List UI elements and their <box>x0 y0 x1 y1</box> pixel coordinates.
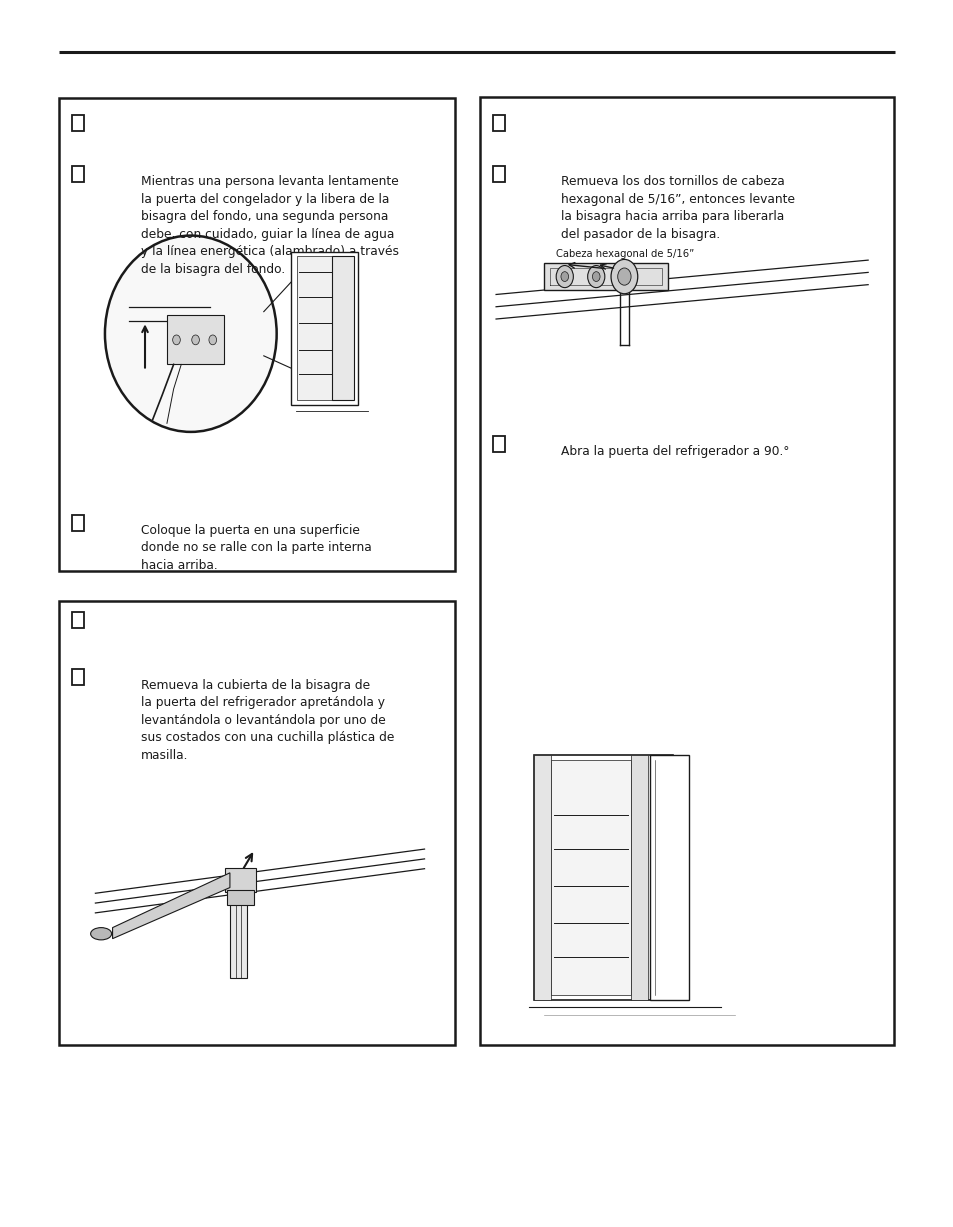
Bar <box>543 263 667 290</box>
Bar <box>59 601 455 1045</box>
Bar <box>650 755 688 1000</box>
Bar <box>225 867 255 892</box>
Polygon shape <box>112 872 230 939</box>
Bar <box>291 252 357 405</box>
Circle shape <box>610 259 637 293</box>
Bar <box>72 612 85 628</box>
Text: Coloque la puerta en una superficie
donde no se ralle con la parte interna
hacia: Coloque la puerta en una superficie dond… <box>141 524 372 572</box>
Bar <box>230 874 247 978</box>
Ellipse shape <box>91 928 112 940</box>
Circle shape <box>592 271 599 281</box>
Bar <box>479 97 893 1045</box>
Text: Remueva la cubierta de la bisagra de
la puerta del refrigerador apretándola y
le: Remueva la cubierta de la bisagra de la … <box>141 679 395 762</box>
Text: Abra la puerta del refrigerador a 90.°: Abra la puerta del refrigerador a 90.° <box>560 445 788 459</box>
Circle shape <box>618 267 631 285</box>
Text: Mientras una persona levanta lentamente
la puerta del congelador y la libera de : Mientras una persona levanta lentamente … <box>141 175 398 276</box>
Circle shape <box>192 335 199 345</box>
Ellipse shape <box>105 236 276 432</box>
Bar <box>72 515 85 530</box>
Bar <box>72 166 85 182</box>
Bar <box>534 755 672 1000</box>
Bar <box>59 98 455 571</box>
Circle shape <box>560 271 568 281</box>
Circle shape <box>587 265 604 287</box>
Circle shape <box>172 335 180 345</box>
Bar <box>492 166 505 182</box>
Bar <box>227 890 253 904</box>
Bar <box>631 755 647 1000</box>
Circle shape <box>209 335 216 345</box>
Bar <box>550 760 631 995</box>
Circle shape <box>556 265 573 287</box>
Bar <box>296 256 334 400</box>
Text: Cabeza hexagonal de 5/16”: Cabeza hexagonal de 5/16” <box>556 249 693 259</box>
Bar <box>492 436 505 452</box>
Bar <box>534 755 550 1000</box>
Bar <box>72 670 85 685</box>
Text: Remueva los dos tornillos de cabeza
hexagonal de 5/16”, entonces levante
la bisa: Remueva los dos tornillos de cabeza hexa… <box>560 175 794 240</box>
Bar <box>167 315 224 364</box>
Bar <box>492 114 505 130</box>
Bar <box>72 114 85 130</box>
Bar <box>332 256 354 400</box>
